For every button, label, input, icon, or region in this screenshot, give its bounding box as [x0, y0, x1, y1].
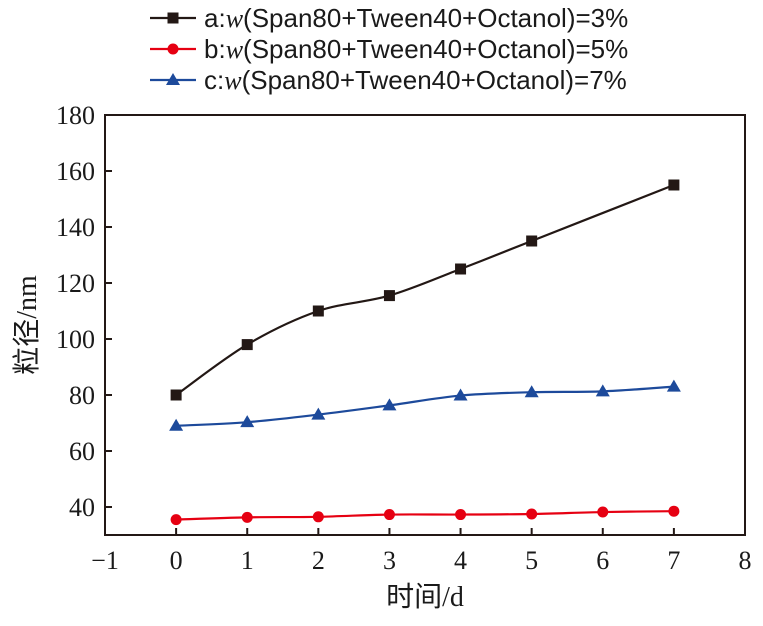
legend-label: c:w(Span80+Tween40+Octanol)=7%: [204, 65, 627, 95]
data-point: [169, 418, 184, 431]
series-line: [175, 183, 675, 396]
legend-entry-a: a:w(Span80+Tween40+Octanol)=3%: [150, 3, 628, 33]
series-c: [169, 379, 681, 431]
data-point: [312, 511, 324, 523]
data-point: [312, 305, 324, 317]
y-tick-label: 180: [56, 101, 95, 130]
data-point: [311, 407, 326, 420]
x-tick-label: 1: [241, 546, 254, 575]
plot-area: [169, 179, 681, 526]
data-point: [668, 505, 680, 517]
data-point: [383, 509, 395, 521]
x-tick-label: −1: [91, 546, 119, 575]
x-axis-title: 时间/d: [386, 581, 464, 613]
data-point: [382, 398, 397, 411]
data-point: [170, 514, 182, 526]
y-tick-label: 80: [69, 381, 95, 410]
data-point: [455, 263, 467, 275]
legend-entry-c: c:w(Span80+Tween40+Octanol)=7%: [150, 65, 627, 95]
data-point: [666, 379, 681, 392]
y-tick-label: 40: [69, 493, 95, 522]
legend-marker: [167, 43, 179, 55]
legend-marker: [167, 12, 179, 24]
x-tick-label: 0: [170, 546, 183, 575]
x-tick-label: 5: [525, 546, 538, 575]
y-tick-label: 60: [69, 437, 95, 466]
legend-label: b:w(Span80+Tween40+Octanol)=5%: [204, 34, 628, 64]
x-tick-label: 4: [454, 546, 467, 575]
data-point: [383, 290, 395, 302]
data-point: [240, 415, 255, 428]
plot-frame: [104, 114, 746, 536]
data-point: [524, 385, 539, 398]
data-point: [170, 389, 182, 401]
x-tick-label: 2: [312, 546, 325, 575]
series-b: [170, 505, 680, 526]
legend-marker: [166, 73, 180, 85]
axes: −1 0 1 2 3 4 5 6 7 8 40 60 80 100 120 140 160 180: [56, 101, 752, 575]
x-tick-label: 6: [596, 546, 609, 575]
y-tick-label: 120: [56, 269, 95, 298]
data-point: [455, 509, 467, 521]
data-point: [597, 506, 609, 518]
data-point: [595, 384, 610, 397]
legend-entry-b: b:w(Span80+Tween40+Octanol)=5%: [150, 34, 628, 64]
y-tick-label: 160: [56, 157, 95, 186]
data-point: [668, 179, 680, 191]
data-point: [241, 511, 253, 523]
series-a: [170, 179, 680, 401]
legend-label: a:w(Span80+Tween40+Octanol)=3%: [204, 3, 628, 33]
y-tick-label: 100: [56, 325, 95, 354]
data-point: [526, 508, 538, 520]
y-axis-title: 粒径/nm: [11, 275, 43, 375]
x-tick-label: 3: [383, 546, 396, 575]
x-tick-label: 8: [739, 546, 752, 575]
legend: a:w(Span80+Tween40+Octanol)=3%b:w(Span80…: [150, 3, 628, 95]
y-tick-label: 140: [56, 213, 95, 242]
series-line: [176, 385, 674, 427]
data-point: [453, 388, 468, 401]
x-tick-label: 7: [667, 546, 680, 575]
series-line: [176, 510, 674, 521]
data-point: [241, 339, 253, 351]
data-point: [526, 235, 538, 247]
